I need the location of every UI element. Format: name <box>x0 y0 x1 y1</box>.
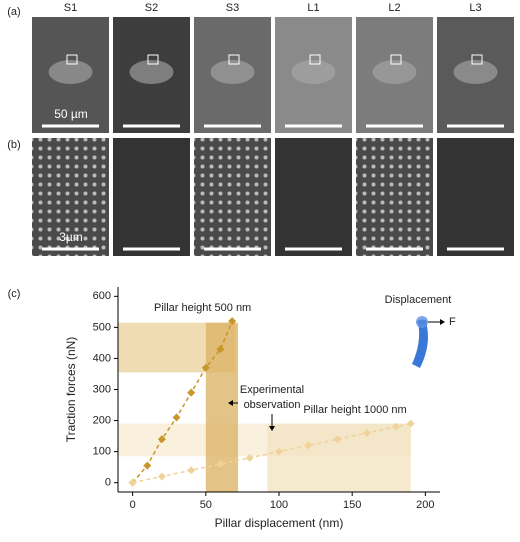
sem-image <box>32 138 109 256</box>
roi-box <box>309 54 321 65</box>
panel-label: (c) <box>8 288 21 300</box>
arrow-head <box>228 400 233 406</box>
roi-box <box>471 54 483 65</box>
cell <box>291 60 336 84</box>
annotation: observation <box>244 399 301 411</box>
cell <box>453 60 498 84</box>
pillar-icon <box>412 316 445 368</box>
series-label: Pillar height 1000 nm <box>303 404 406 416</box>
cell <box>372 60 417 84</box>
data-point <box>362 428 371 437</box>
roi-box <box>390 54 402 65</box>
data-point <box>157 472 166 481</box>
annotation: F <box>449 316 456 328</box>
sem-image <box>356 138 433 256</box>
x-tick-label: 0 <box>130 499 136 511</box>
x-tick-label: 100 <box>270 499 288 511</box>
data-point <box>128 478 137 487</box>
data-point <box>172 413 181 422</box>
cell <box>129 60 174 84</box>
arrow-head <box>269 426 275 431</box>
panel-label: (b) <box>7 139 20 151</box>
data-point <box>228 317 237 326</box>
panel-label: (a) <box>7 6 20 18</box>
scale-label: 50 µm <box>54 107 88 121</box>
data-point <box>275 447 283 456</box>
x-axis-label: Pillar displacement (nm) <box>215 516 344 530</box>
y-axis-label: Traction forces (nN) <box>64 337 78 443</box>
data-point <box>392 422 401 431</box>
y-tick-label: 0 <box>105 477 111 489</box>
roi-box <box>66 54 78 65</box>
sem-image <box>194 138 271 256</box>
roi-box <box>228 54 240 65</box>
column-label: S1 <box>64 2 77 14</box>
data-point <box>216 460 225 469</box>
data-point <box>333 435 342 444</box>
y-tick-label: 400 <box>93 352 111 364</box>
column-label: S2 <box>145 2 158 14</box>
roi-box <box>147 54 159 65</box>
data-point <box>157 435 166 444</box>
column-label: S3 <box>226 2 239 14</box>
data-point <box>201 363 210 372</box>
scale-label: 3µm <box>59 230 83 244</box>
cell <box>48 60 93 84</box>
data-point <box>187 388 196 397</box>
data-point <box>187 466 196 475</box>
series-line <box>132 320 233 484</box>
column-label: L2 <box>388 2 400 14</box>
y-tick-label: 200 <box>93 414 111 426</box>
data-point <box>245 453 254 462</box>
data-point <box>304 441 313 450</box>
y-tick-label: 100 <box>93 446 111 458</box>
data-point <box>406 419 415 428</box>
cell <box>210 60 255 84</box>
shaded-region <box>267 423 411 492</box>
y-tick-label: 600 <box>93 290 111 302</box>
sem-image <box>275 138 352 256</box>
x-tick-label: 200 <box>416 499 434 511</box>
sem-image <box>437 138 514 256</box>
x-tick-label: 150 <box>343 499 361 511</box>
y-tick-label: 500 <box>93 321 111 333</box>
annotation: Experimental <box>240 384 304 396</box>
data-point <box>143 461 152 470</box>
sem-image <box>113 138 190 256</box>
series-label: Pillar height 500 nm <box>154 302 251 314</box>
column-label: L3 <box>469 2 481 14</box>
annotation: Displacement <box>385 294 452 306</box>
x-tick-label: 50 <box>200 499 212 511</box>
y-tick-label: 300 <box>93 383 111 395</box>
column-label: L1 <box>307 2 319 14</box>
data-point <box>216 345 225 354</box>
